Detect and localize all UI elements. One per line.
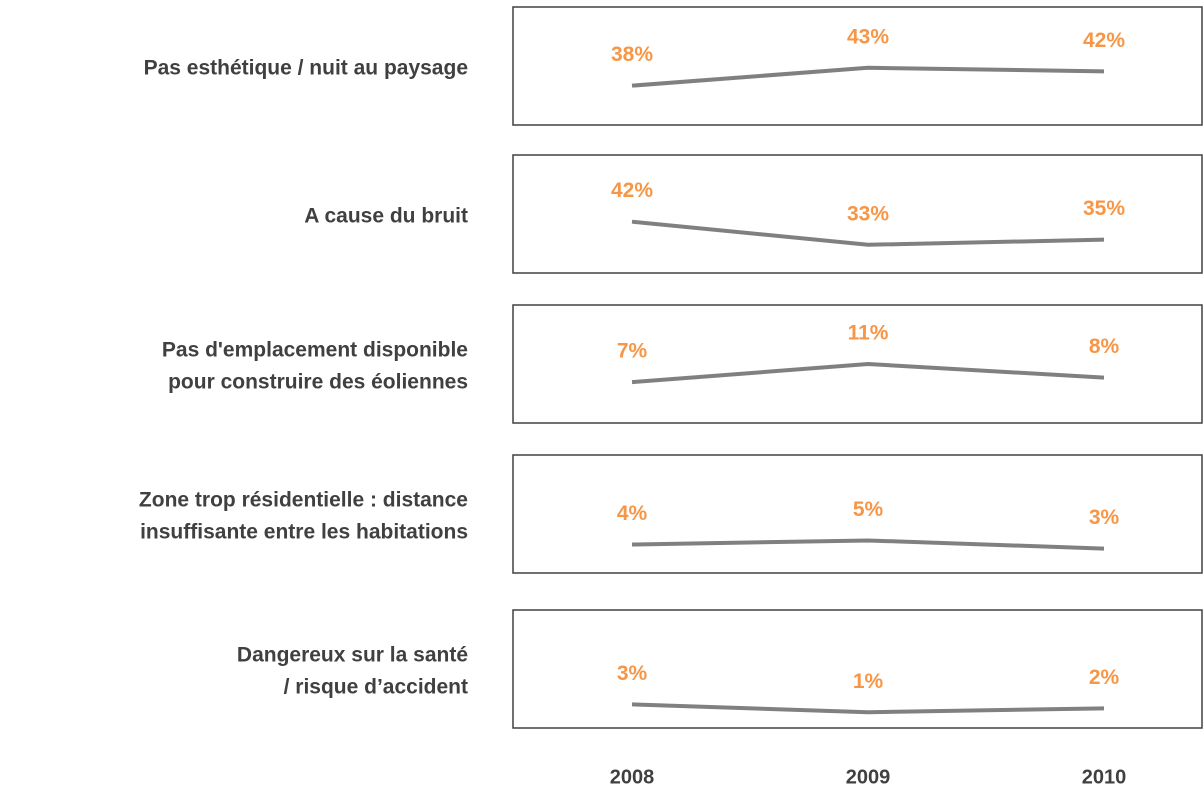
x-tick-label: 2009: [846, 766, 891, 788]
x-tick-label: 2008: [610, 766, 655, 788]
panel-frame: [512, 6, 1203, 126]
line: [631, 219, 1105, 247]
value-label: 3%: [617, 662, 648, 685]
value-label: 42%: [611, 179, 653, 202]
value-label: 8%: [1089, 335, 1120, 358]
row-label: Pas d'emplacement disponible: [162, 339, 468, 362]
value-label: 38%: [611, 43, 653, 66]
line: [631, 702, 1105, 715]
value-label: 2%: [1089, 666, 1120, 689]
value-label: 33%: [847, 202, 889, 225]
line: [631, 65, 1105, 88]
value-label: 35%: [1083, 197, 1125, 220]
panel-frame: [512, 454, 1203, 574]
value-label: 43%: [847, 25, 889, 48]
panel-frame: [512, 304, 1203, 424]
x-tick-label: 2010: [1082, 766, 1127, 788]
value-label: 4%: [617, 502, 648, 525]
line: [631, 361, 1105, 385]
row-label: / risque d’accident: [284, 676, 468, 699]
row-label: Dangereux sur la santé: [237, 644, 468, 667]
value-label: 11%: [848, 322, 889, 345]
row-label: Zone trop résidentielle : distance: [139, 489, 468, 512]
value-label: 42%: [1083, 29, 1125, 52]
line: [631, 538, 1105, 551]
panel-frame: [512, 154, 1203, 274]
row-label: pour construire des éoliennes: [168, 371, 468, 394]
row-label: A cause du bruit: [304, 205, 468, 228]
row-label: Pas esthétique / nuit au paysage: [144, 57, 468, 80]
value-label: 5%: [853, 498, 884, 521]
value-label: 7%: [617, 340, 648, 363]
value-label: 3%: [1089, 506, 1120, 529]
value-label: 1%: [853, 670, 884, 693]
row-label: insuffisante entre les habitations: [140, 521, 468, 544]
panel-frame: [512, 609, 1203, 729]
